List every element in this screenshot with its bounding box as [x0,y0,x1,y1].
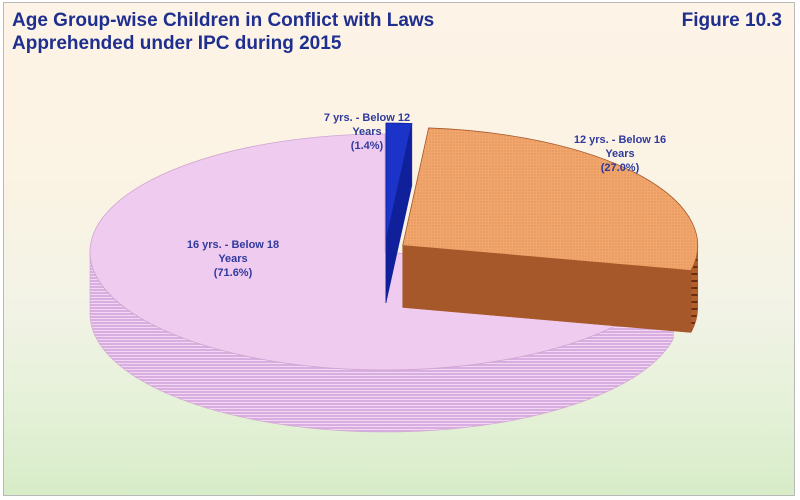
pie-slice-2 [402,127,699,333]
slice-label-1: 7 yrs. - Below 12 Years (1.4%) [324,112,410,152]
chart-title: Age Group-wise Children in Conflict with… [12,10,435,54]
slice-label-3: 16 yrs. - Below 18 Years (71.6%) [187,239,279,279]
figure-label: Figure 10.3 [681,10,782,31]
pie-slice-1 [385,122,413,304]
slice-label-2: 12 yrs. - Below 16 Years (27.0%) [574,134,666,174]
